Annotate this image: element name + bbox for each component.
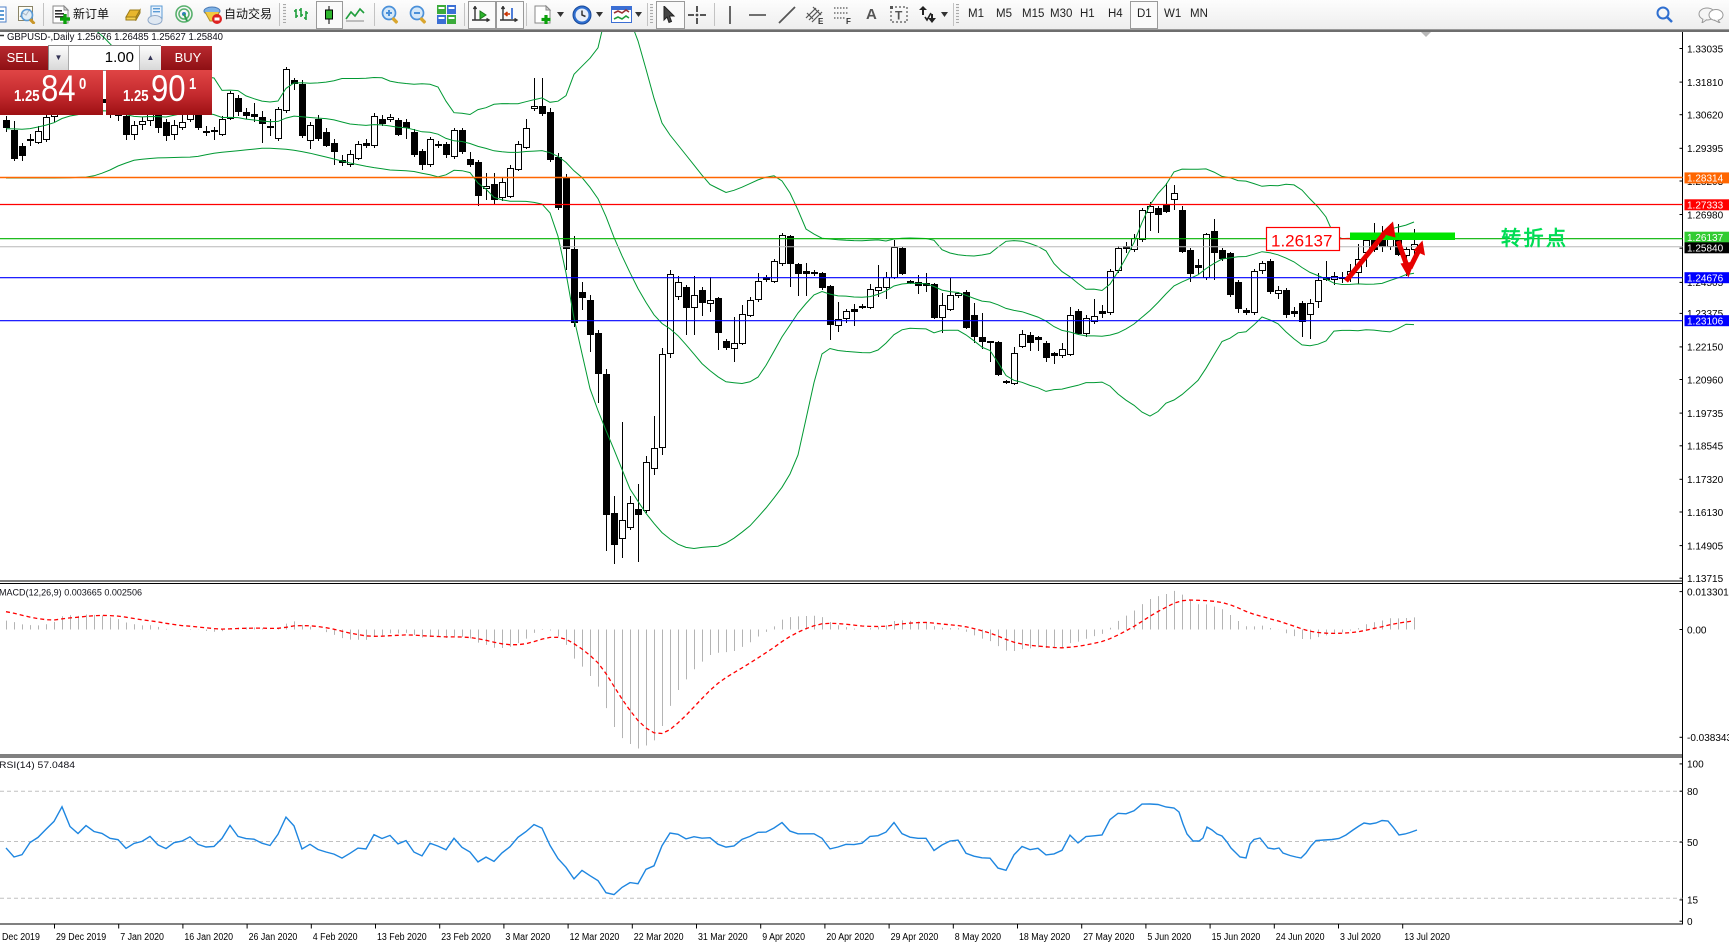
svg-text:3 Mar 2020: 3 Mar 2020 [505, 932, 550, 943]
svg-text:50: 50 [1687, 838, 1699, 849]
svg-text:1.13715: 1.13715 [1687, 574, 1724, 585]
svg-text:-0.038343: -0.038343 [1687, 733, 1729, 744]
svg-text:13 Feb 2020: 13 Feb 2020 [377, 932, 427, 943]
svg-text:1.26137: 1.26137 [1271, 232, 1332, 251]
svg-text:0.00: 0.00 [1687, 625, 1707, 636]
svg-text:9 Apr 2020: 9 Apr 2020 [762, 932, 805, 943]
svg-text:1.26137: 1.26137 [1687, 233, 1724, 244]
svg-text:1.29395: 1.29395 [1687, 144, 1724, 155]
svg-text:0.013301: 0.013301 [1687, 587, 1729, 598]
svg-text:T: T [895, 9, 903, 23]
svg-text:23 Feb 2020: 23 Feb 2020 [441, 932, 491, 943]
svg-text:22 Mar 2020: 22 Mar 2020 [634, 932, 684, 943]
svg-text:20 Apr 2020: 20 Apr 2020 [826, 932, 874, 943]
svg-text:12 Mar 2020: 12 Mar 2020 [570, 932, 620, 943]
svg-text:15: 15 [1687, 896, 1699, 907]
svg-text:RSI(14) 57.0484: RSI(14) 57.0484 [0, 760, 75, 771]
svg-text:1.19735: 1.19735 [1687, 409, 1724, 420]
svg-text:1.17320: 1.17320 [1687, 475, 1724, 486]
svg-text:1.22150: 1.22150 [1687, 343, 1724, 354]
svg-text:8 May 2020: 8 May 2020 [955, 932, 1002, 943]
svg-text:27 May 2020: 27 May 2020 [1083, 932, 1135, 943]
svg-text:E: E [818, 17, 824, 25]
svg-text:Dec 2019: Dec 2019 [2, 932, 40, 943]
svg-text:5 Jun 2020: 5 Jun 2020 [1147, 932, 1191, 943]
svg-text:3 Jul 2020: 3 Jul 2020 [1340, 932, 1381, 943]
svg-text:18 May 2020: 18 May 2020 [1019, 932, 1071, 943]
svg-text:GBPUSD-,Daily 1.25676 1.26485: GBPUSD-,Daily 1.25676 1.26485 1.25627 1.… [7, 32, 223, 43]
svg-text:1.27333: 1.27333 [1687, 201, 1724, 212]
svg-text:MACD(12,26,9) 0.003665 0.00250: MACD(12,26,9) 0.003665 0.002506 [0, 588, 142, 599]
svg-text:1.24676: 1.24676 [1687, 274, 1724, 285]
svg-text:1.18545: 1.18545 [1687, 442, 1724, 453]
svg-text:7 Jan 2020: 7 Jan 2020 [120, 932, 164, 943]
svg-text:1.30620: 1.30620 [1687, 111, 1724, 122]
svg-text:1.25840: 1.25840 [1687, 244, 1724, 255]
svg-text:1.33035: 1.33035 [1687, 44, 1724, 55]
svg-text:4 Feb 2020: 4 Feb 2020 [313, 932, 358, 943]
svg-text:1.31810: 1.31810 [1687, 78, 1724, 89]
svg-text:F: F [846, 17, 851, 25]
svg-text:26 Jan 2020: 26 Jan 2020 [249, 932, 298, 943]
svg-text:1.14905: 1.14905 [1687, 541, 1724, 552]
svg-text:1.24505: 1.24505 [1687, 278, 1724, 289]
svg-text:1.28314: 1.28314 [1687, 174, 1724, 185]
svg-text:1.20960: 1.20960 [1687, 375, 1724, 386]
svg-text:15 Jun 2020: 15 Jun 2020 [1212, 932, 1261, 943]
svg-text:29 Dec 2019: 29 Dec 2019 [56, 932, 107, 943]
svg-text:1.16130: 1.16130 [1687, 508, 1724, 519]
svg-text:24 Jun 2020: 24 Jun 2020 [1276, 932, 1325, 943]
svg-text:31 Mar 2020: 31 Mar 2020 [698, 932, 748, 943]
svg-text:1.26980: 1.26980 [1687, 210, 1724, 221]
svg-text:转折点: 转折点 [1501, 226, 1569, 250]
svg-text:1.23375: 1.23375 [1687, 309, 1724, 320]
svg-text:1.23106: 1.23106 [1687, 317, 1724, 328]
svg-text:16 Jan 2020: 16 Jan 2020 [184, 932, 233, 943]
svg-text:80: 80 [1687, 787, 1699, 798]
svg-text:100: 100 [1687, 760, 1704, 771]
svg-text:13 Jul 2020: 13 Jul 2020 [1404, 932, 1450, 943]
svg-text:0: 0 [1687, 917, 1693, 928]
svg-text:29 Apr 2020: 29 Apr 2020 [891, 932, 939, 943]
